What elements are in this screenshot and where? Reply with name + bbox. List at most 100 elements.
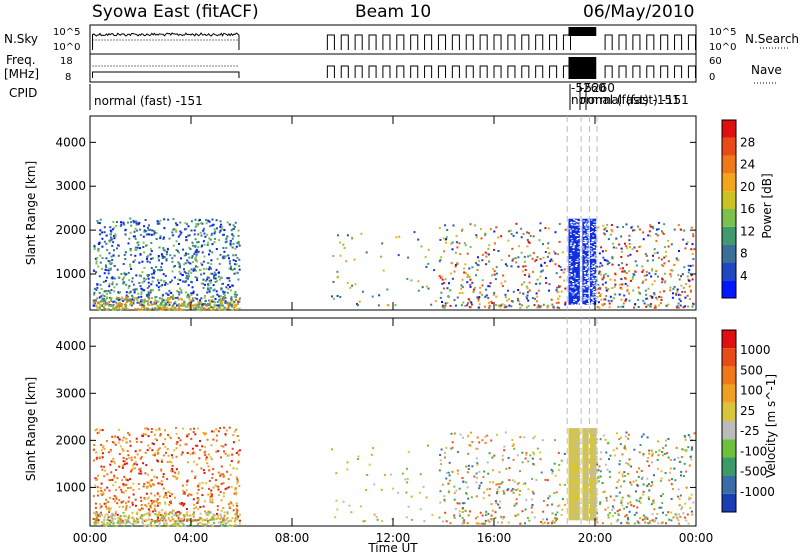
dense-cell	[570, 437, 573, 439]
range-cell	[118, 505, 121, 508]
dense-cell	[572, 247, 575, 249]
range-cell	[149, 483, 152, 486]
range-cell	[682, 475, 685, 478]
range-cell	[445, 236, 448, 239]
range-cell	[660, 298, 663, 301]
range-cell	[381, 520, 383, 523]
range-cell	[174, 512, 177, 515]
range-cell	[513, 480, 516, 483]
range-cell	[527, 305, 530, 308]
range-cell	[186, 433, 189, 436]
range-cell	[487, 519, 490, 522]
range-cell	[180, 502, 183, 504]
range-cell	[124, 501, 127, 504]
freq-trace	[92, 71, 240, 78]
range-cell	[551, 503, 554, 506]
dense-cell	[592, 449, 595, 451]
range-cell	[519, 522, 522, 525]
range-cell	[617, 512, 620, 515]
range-cell	[560, 514, 563, 516]
dense-cell	[591, 463, 594, 465]
range-cell	[336, 508, 339, 511]
range-cell	[229, 473, 232, 476]
range-cell	[232, 504, 235, 507]
range-cell	[129, 478, 132, 481]
range-cell	[128, 496, 131, 499]
dense-cell	[591, 285, 594, 287]
range-cell	[143, 304, 145, 307]
range-cell	[440, 256, 443, 259]
range-cell	[618, 438, 621, 441]
range-cell	[159, 235, 162, 238]
range-cell	[228, 279, 231, 282]
range-cell	[627, 518, 630, 521]
colorbar-tick-label: 100	[740, 384, 763, 398]
dense-cell	[586, 283, 589, 285]
dense-cell	[586, 499, 589, 501]
range-cell	[121, 465, 124, 468]
dense-cell	[575, 478, 578, 480]
range-cell	[503, 449, 506, 452]
range-cell	[645, 297, 648, 300]
range-cell	[202, 282, 204, 285]
range-cell	[225, 237, 228, 240]
range-cell	[550, 298, 553, 301]
range-cell	[173, 254, 176, 257]
range-cell	[219, 491, 222, 493]
dense-cell	[577, 484, 580, 486]
range-cell	[170, 500, 172, 503]
range-cell	[238, 485, 241, 487]
dense-cell	[588, 289, 591, 291]
range-cell	[195, 253, 198, 256]
range-cell	[123, 524, 126, 527]
range-cell	[153, 231, 156, 234]
range-cell	[197, 498, 200, 501]
range-cell	[692, 501, 695, 504]
range-cell	[152, 454, 155, 456]
range-cell	[512, 234, 515, 237]
range-cell	[637, 299, 640, 301]
dense-cell	[591, 240, 594, 241]
range-cell	[603, 259, 606, 261]
range-cell	[510, 233, 513, 235]
range-cell	[645, 516, 648, 519]
range-cell	[441, 282, 444, 285]
range-cell	[462, 520, 465, 523]
range-cell	[165, 292, 168, 295]
range-cell	[467, 514, 470, 517]
range-cell	[500, 304, 503, 307]
range-cell	[101, 293, 104, 296]
range-cell	[164, 438, 167, 441]
range-cell	[134, 227, 137, 230]
dense-cell	[593, 490, 596, 492]
range-cell	[197, 223, 200, 225]
range-cell	[620, 278, 623, 281]
range-cell	[617, 264, 620, 267]
range-cell	[608, 458, 610, 461]
range-cell	[146, 307, 148, 310]
range-cell	[113, 286, 116, 289]
range-cell	[189, 428, 192, 431]
freq-pulse	[493, 65, 502, 78]
range-cell	[638, 451, 641, 454]
range-cell	[206, 276, 209, 279]
range-cell	[132, 235, 135, 238]
range-cell	[101, 299, 103, 302]
range-cell	[101, 523, 104, 526]
range-cell	[675, 446, 678, 449]
dense-cell	[590, 257, 593, 259]
range-cell	[111, 512, 114, 515]
range-cell	[529, 254, 532, 257]
range-cell	[638, 246, 641, 248]
dense-cell	[595, 298, 598, 300]
range-cell	[548, 289, 550, 292]
range-cell	[649, 303, 652, 305]
range-cell	[484, 232, 487, 235]
range-cell	[177, 517, 180, 520]
range-cell	[151, 257, 154, 260]
range-cell	[112, 228, 114, 231]
range-cell	[427, 248, 430, 251]
dense-cell	[590, 272, 593, 274]
dense-cell	[587, 459, 590, 461]
range-cell	[657, 228, 660, 231]
